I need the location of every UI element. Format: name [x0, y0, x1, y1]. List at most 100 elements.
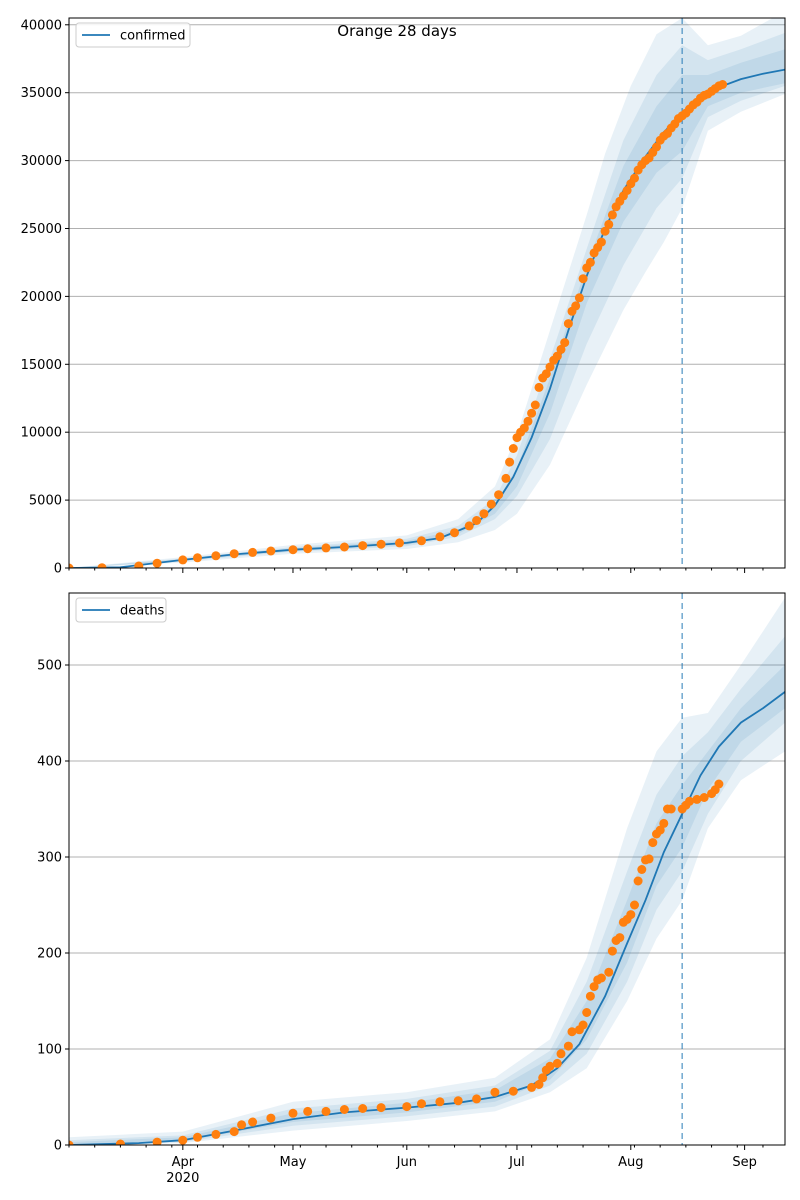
x-tick-label: May [280, 1155, 307, 1170]
observed-point [339, 542, 349, 552]
observed-point [115, 1139, 125, 1145]
observed-point [563, 319, 573, 329]
x-tick-label: Jun [396, 1155, 417, 1170]
observed-point [685, 796, 694, 806]
observed-point [501, 473, 511, 483]
y-tick-label: 0 [54, 562, 62, 577]
y-tick-label: 30000 [21, 154, 62, 169]
observed-point [567, 1027, 577, 1037]
observed-point [552, 1058, 562, 1068]
y-tick-label: 25000 [21, 222, 62, 237]
observed-point [534, 382, 544, 392]
observed-point [585, 257, 595, 267]
y-tick-label: 300 [37, 851, 62, 866]
observed-point [571, 301, 581, 311]
observed-point [472, 1094, 482, 1104]
observed-point [578, 274, 588, 284]
observed-point [630, 173, 639, 183]
observed-point [637, 865, 647, 874]
observed-point [648, 838, 658, 848]
band-outer [69, 597, 785, 1145]
observed-point [578, 1020, 588, 1030]
observed-point [266, 1113, 276, 1123]
observed-point [574, 293, 584, 303]
legend: confirmed [75, 22, 191, 48]
observed-point [237, 1120, 247, 1130]
y-tick-label: 400 [37, 755, 62, 770]
observed-point [479, 509, 489, 519]
observed-point [552, 351, 562, 361]
band-inner [69, 665, 785, 1145]
observed-point [545, 1061, 555, 1071]
x-tick-label: Apr [172, 1155, 195, 1170]
observed-points [69, 779, 724, 1145]
x-year-label: 2020 [166, 1171, 199, 1186]
observed-point [402, 1102, 412, 1112]
observed-point [604, 967, 614, 977]
legend-label: confirmed [120, 29, 186, 44]
observed-point [527, 1082, 537, 1092]
observed-point [288, 1108, 298, 1118]
observed-point [453, 1096, 463, 1106]
observed-point [538, 1073, 548, 1083]
observed-point [622, 186, 632, 195]
observed-point [508, 444, 518, 453]
observed-point [530, 400, 540, 410]
observed-point [358, 1104, 368, 1113]
observed-point [303, 1106, 313, 1116]
y-tick-label: 40000 [21, 18, 62, 33]
observed-point [178, 1135, 188, 1145]
observed-point [626, 910, 636, 920]
observed-point [718, 80, 728, 89]
observed-point [211, 551, 221, 561]
observed-point [464, 521, 474, 531]
observed-point [582, 1008, 592, 1017]
observed-point [248, 1117, 258, 1127]
x-tick-label: Jul [508, 1155, 525, 1170]
observed-point [490, 1087, 500, 1097]
y-grid [69, 24, 785, 569]
observed-point [714, 779, 724, 789]
observed-point [339, 1105, 349, 1114]
plot-frame [68, 592, 786, 1146]
uncertainty-bands [69, 597, 785, 1145]
plot-frame [68, 17, 786, 569]
observed-point [666, 804, 676, 814]
observed-point [435, 1097, 445, 1107]
observed-point [644, 854, 654, 864]
observed-point [211, 1129, 221, 1139]
observed-point [534, 1080, 544, 1089]
observed-point [376, 539, 386, 549]
observed-point [652, 142, 661, 152]
y-tick-label: 35000 [21, 86, 62, 101]
observed-point [134, 561, 144, 568]
observed-point [288, 545, 298, 555]
band-middle [69, 636, 785, 1145]
observed-point [607, 210, 617, 220]
observed-point [248, 547, 258, 557]
observed-point [556, 1049, 566, 1059]
observed-point [541, 369, 551, 379]
observed-point [527, 408, 537, 418]
uncertainty-bands [69, 18, 785, 568]
observed-point [633, 876, 643, 886]
observed-point [494, 490, 504, 500]
observed-point [417, 1099, 426, 1109]
observed-point [505, 457, 515, 467]
observed-point [97, 563, 107, 568]
observed-point [229, 549, 239, 559]
legend-label: deaths [120, 604, 165, 619]
observed-point [303, 544, 313, 554]
legend: deaths [75, 597, 167, 623]
observed-point [692, 794, 702, 804]
observed-point [596, 973, 606, 983]
y-tick-label: 15000 [21, 358, 62, 373]
observed-point [321, 543, 331, 553]
observed-point [472, 516, 482, 525]
y-tick-label: 100 [37, 1043, 62, 1058]
observed-point [607, 946, 617, 956]
observed-point [560, 338, 570, 348]
observed-point [615, 933, 625, 943]
observed-point [435, 532, 445, 542]
observed-point [69, 563, 74, 568]
